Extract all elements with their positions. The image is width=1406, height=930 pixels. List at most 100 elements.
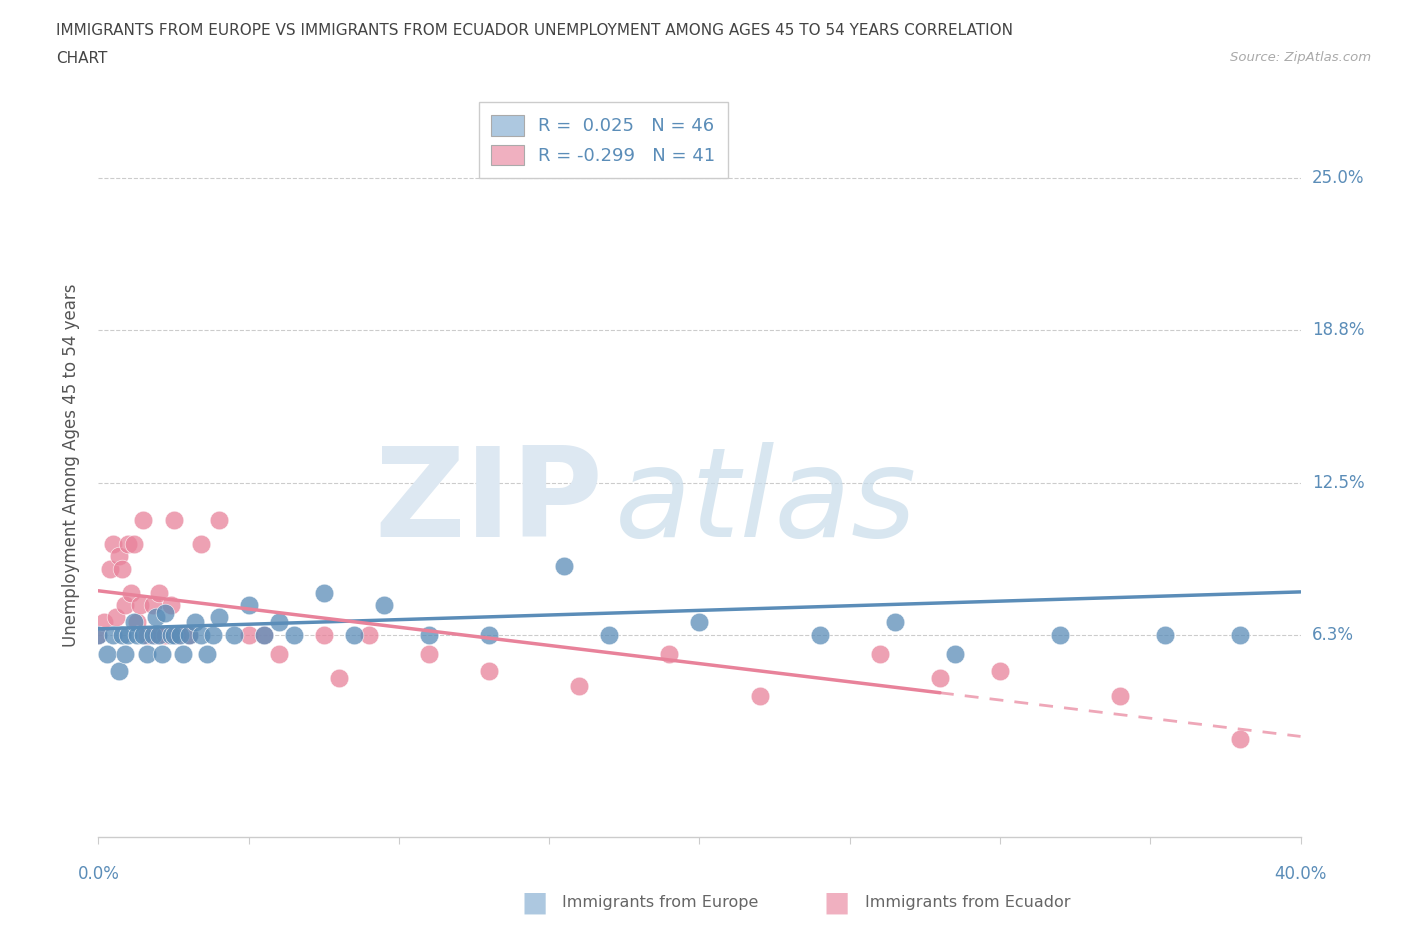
- Point: [150, 646, 173, 661]
- Point: [478, 664, 501, 679]
- Point: [124, 537, 146, 551]
- Point: [1154, 627, 1177, 642]
- Point: [141, 627, 163, 642]
- Point: [103, 537, 125, 551]
- Point: [135, 646, 157, 661]
- Point: [418, 627, 440, 642]
- Point: [222, 627, 245, 642]
- Point: [159, 627, 181, 642]
- Point: [162, 627, 184, 642]
- Point: [129, 598, 152, 613]
- Point: [988, 664, 1011, 679]
- Point: [166, 627, 188, 642]
- Point: [172, 646, 194, 661]
- Point: [267, 646, 290, 661]
- Point: [159, 598, 181, 613]
- Point: [598, 627, 620, 642]
- Point: [238, 627, 260, 642]
- Point: [153, 605, 176, 620]
- Point: [869, 646, 891, 661]
- Point: [253, 627, 276, 642]
- Point: [1229, 627, 1251, 642]
- Point: [883, 615, 905, 630]
- Point: [96, 646, 118, 661]
- Point: [658, 646, 681, 661]
- Point: [148, 586, 170, 601]
- Point: [943, 646, 966, 661]
- Point: [929, 671, 952, 686]
- Text: Immigrants from Europe: Immigrants from Europe: [562, 895, 759, 910]
- Point: [283, 627, 305, 642]
- Point: [108, 664, 131, 679]
- Point: [190, 627, 212, 642]
- Point: [87, 627, 110, 642]
- Point: [121, 586, 143, 601]
- Text: ■: ■: [522, 888, 547, 916]
- Point: [135, 627, 157, 642]
- Point: [373, 598, 395, 613]
- Point: [312, 586, 335, 601]
- Point: [253, 627, 276, 642]
- Point: [195, 646, 218, 661]
- Point: [148, 627, 170, 642]
- Text: 40.0%: 40.0%: [1274, 865, 1327, 883]
- Text: 12.5%: 12.5%: [1312, 474, 1364, 492]
- Point: [117, 537, 139, 551]
- Point: [111, 561, 134, 576]
- Point: [357, 627, 380, 642]
- Point: [343, 627, 366, 642]
- Point: [162, 512, 184, 527]
- Point: [568, 678, 591, 693]
- Point: [201, 627, 224, 642]
- Point: [808, 627, 831, 642]
- Text: atlas: atlas: [616, 442, 918, 563]
- Point: [100, 561, 122, 576]
- Point: [553, 559, 575, 574]
- Point: [478, 627, 501, 642]
- Point: [1049, 627, 1071, 642]
- Point: [132, 627, 155, 642]
- Point: [124, 615, 146, 630]
- Point: [208, 610, 231, 625]
- Point: [141, 598, 163, 613]
- Point: [108, 549, 131, 564]
- Y-axis label: Unemployment Among Ages 45 to 54 years: Unemployment Among Ages 45 to 54 years: [62, 284, 80, 646]
- Point: [111, 627, 134, 642]
- Text: 25.0%: 25.0%: [1312, 169, 1364, 187]
- Point: [328, 671, 350, 686]
- Point: [238, 598, 260, 613]
- Point: [132, 512, 155, 527]
- Text: Immigrants from Ecuador: Immigrants from Ecuador: [865, 895, 1070, 910]
- Text: Source: ZipAtlas.com: Source: ZipAtlas.com: [1230, 51, 1371, 64]
- Point: [145, 610, 167, 625]
- Point: [688, 615, 710, 630]
- Legend: R =  0.025   N = 46, R = -0.299   N = 41: R = 0.025 N = 46, R = -0.299 N = 41: [478, 102, 728, 178]
- Point: [312, 627, 335, 642]
- Point: [177, 627, 200, 642]
- Point: [538, 127, 561, 142]
- Point: [153, 627, 176, 642]
- Point: [127, 615, 149, 630]
- Text: 18.8%: 18.8%: [1312, 321, 1364, 339]
- Point: [87, 627, 110, 642]
- Point: [208, 512, 231, 527]
- Point: [105, 610, 128, 625]
- Point: [169, 627, 191, 642]
- Point: [93, 615, 115, 630]
- Point: [1109, 688, 1132, 703]
- Point: [267, 615, 290, 630]
- Point: [145, 627, 167, 642]
- Point: [748, 688, 770, 703]
- Text: ■: ■: [824, 888, 849, 916]
- Point: [117, 627, 139, 642]
- Point: [103, 627, 125, 642]
- Text: ZIP: ZIP: [374, 442, 603, 563]
- Text: IMMIGRANTS FROM EUROPE VS IMMIGRANTS FROM ECUADOR UNEMPLOYMENT AMONG AGES 45 TO : IMMIGRANTS FROM EUROPE VS IMMIGRANTS FRO…: [56, 23, 1014, 38]
- Point: [1229, 732, 1251, 747]
- Text: 6.3%: 6.3%: [1312, 626, 1354, 644]
- Point: [114, 598, 136, 613]
- Point: [177, 627, 200, 642]
- Point: [190, 537, 212, 551]
- Text: 0.0%: 0.0%: [77, 865, 120, 883]
- Point: [183, 615, 205, 630]
